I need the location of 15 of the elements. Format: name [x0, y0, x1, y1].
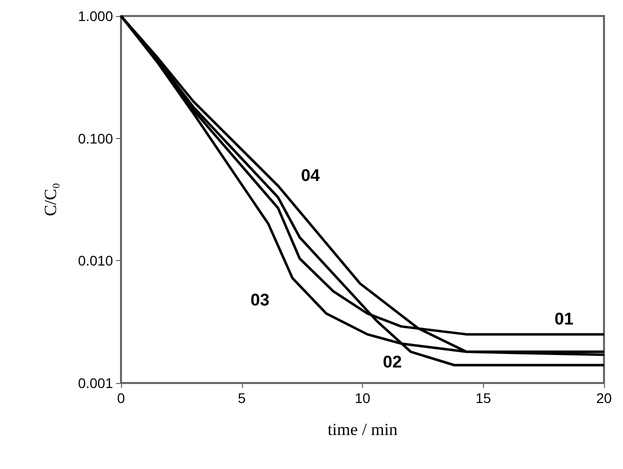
x-tick-label: 15: [475, 390, 492, 406]
series-label: 02: [382, 352, 402, 372]
y-tick-label: 0.100: [78, 130, 114, 146]
y-tick-label: 0.010: [78, 252, 114, 269]
x-tick-label: 10: [354, 390, 370, 406]
series-label: 03: [250, 290, 270, 310]
x-tick-label: 0: [117, 390, 126, 406]
series-label: 01: [554, 309, 574, 328]
y-tick-label: 0.001: [78, 375, 114, 391]
x-tick-label: 5: [238, 390, 246, 406]
y-axis-title: C/C₀: [41, 182, 60, 216]
x-axis-title: time / min: [328, 420, 398, 439]
y-tick-label: 1.000: [78, 8, 114, 24]
series-label: 04: [300, 166, 320, 186]
x-tick-label: 20: [596, 390, 612, 406]
